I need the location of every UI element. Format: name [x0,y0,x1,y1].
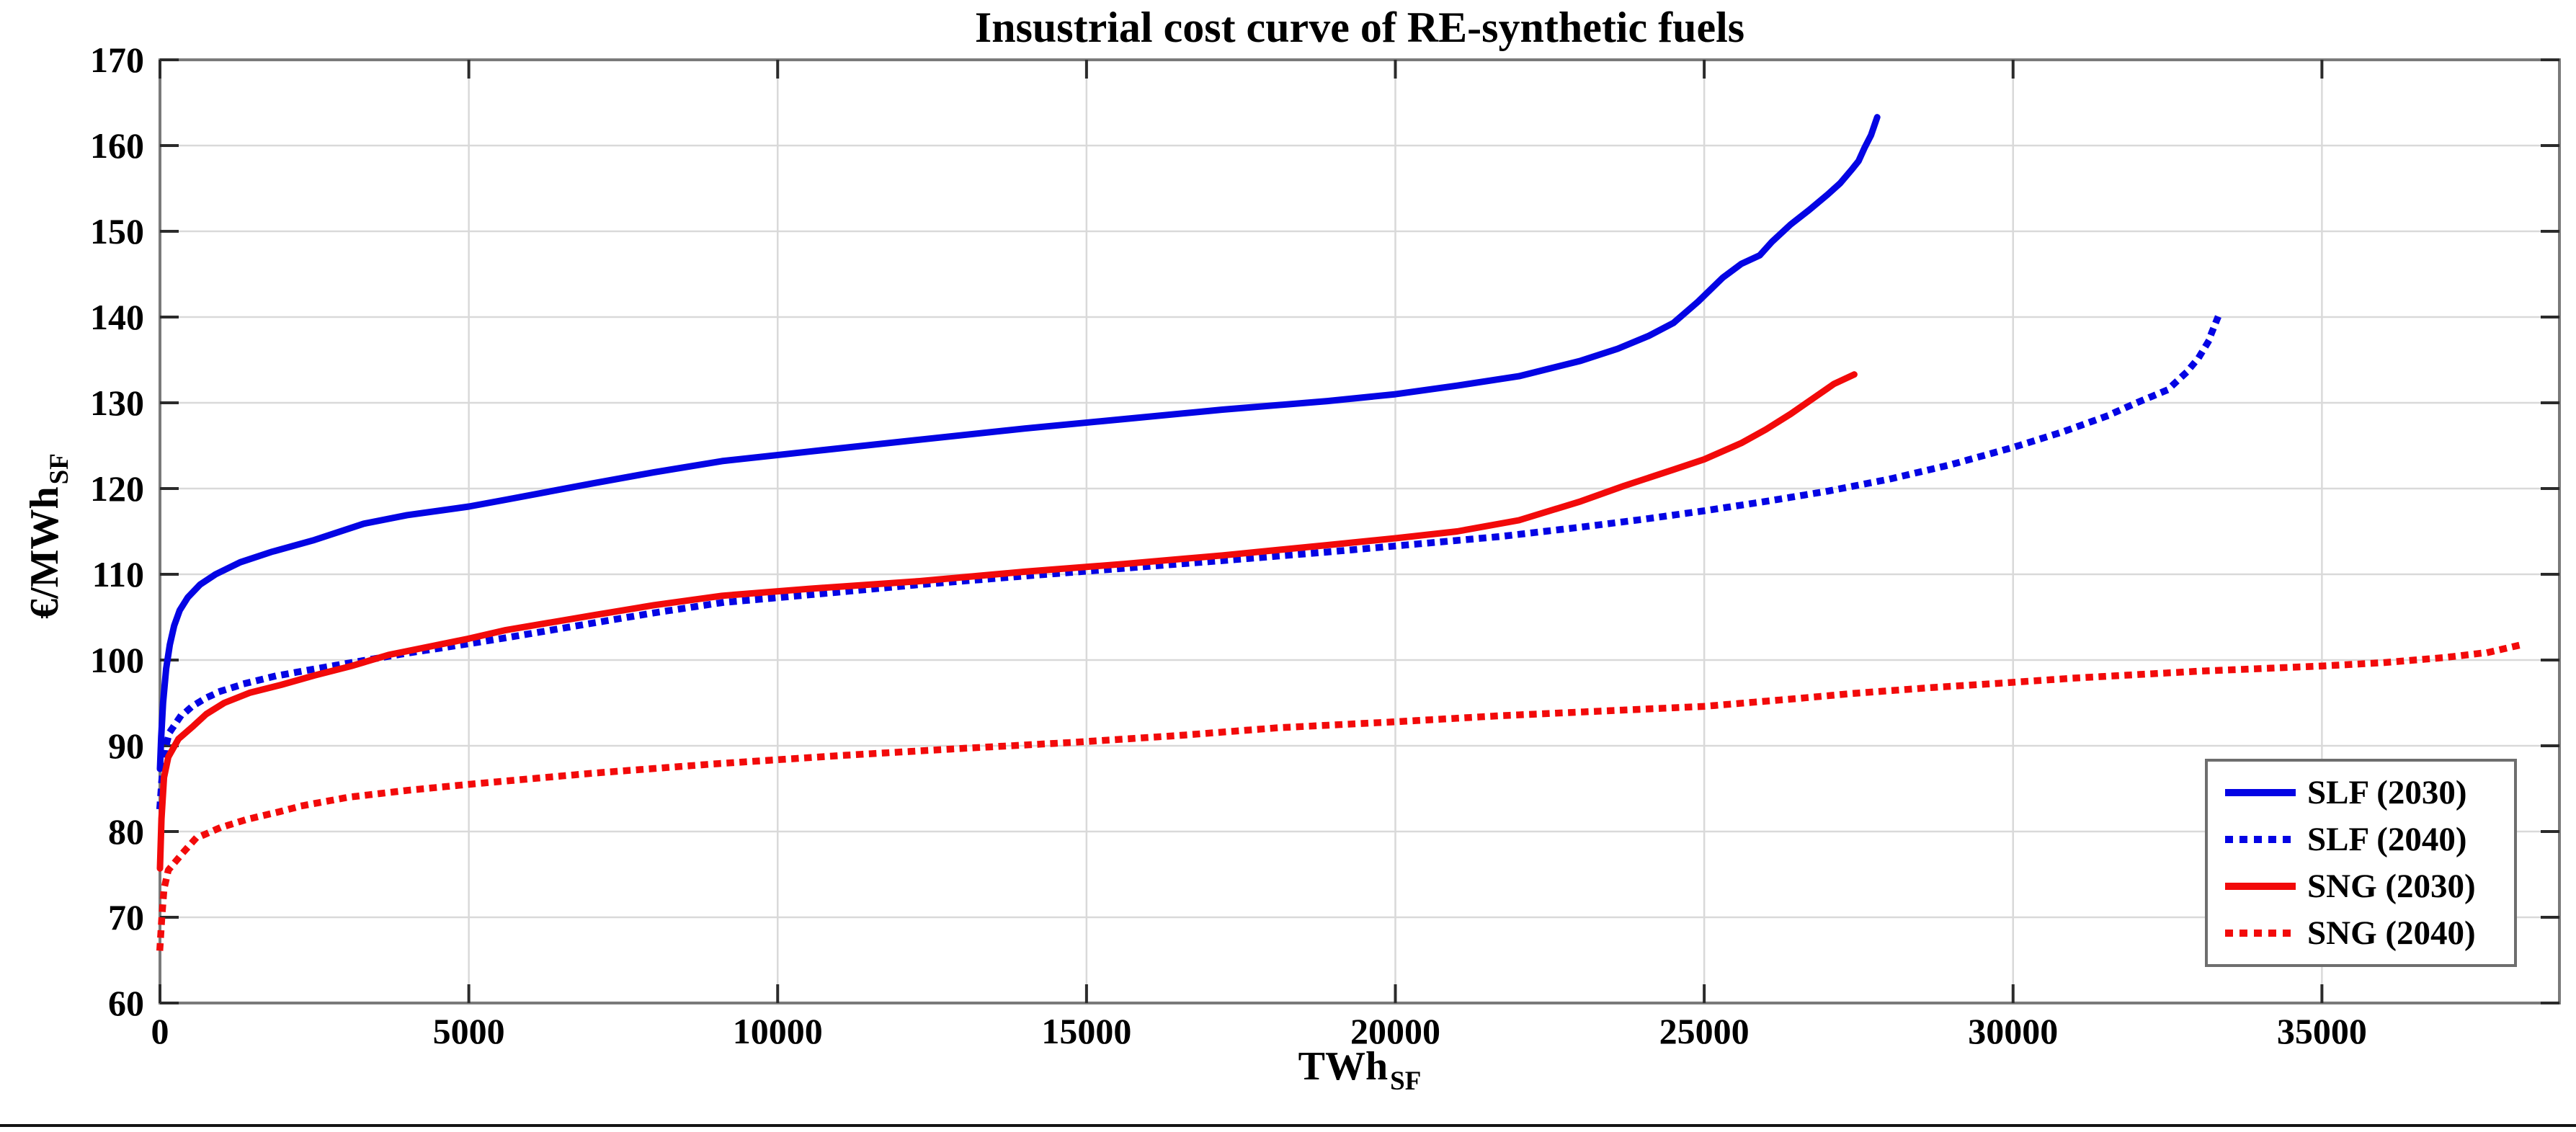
svg-text:130: 130 [90,383,144,423]
axis-box [159,58,2561,1004]
gridlines [159,58,2559,1004]
legend-item-slf-2040: SLF (2040) [2225,816,2514,863]
legend-swatch-dotted-red [2225,930,2296,937]
svg-text:0: 0 [151,1011,169,1051]
legend-swatch-solid-blue [2225,788,2296,796]
curve-SNG (2030) [156,371,1858,872]
svg-text:35000: 35000 [2277,1011,2367,1051]
legend-label: SLF (2040) [2307,820,2467,858]
svg-text:20000: 20000 [1350,1011,1440,1051]
svg-text:150: 150 [90,211,144,251]
legend-label: SNG (2030) [2307,868,2476,906]
curve-SNG (2040) [156,639,2530,951]
curve-SLF (2040) [156,315,2221,810]
svg-text:120: 120 [90,468,144,509]
curve-SLF (2030) [156,114,1881,772]
x-axis-label: TWhSF [160,1043,2559,1096]
svg-text:15000: 15000 [1041,1011,1131,1051]
legend-label: SLF (2030) [2307,773,2467,811]
x-axis-label-main: TWh [1298,1044,1389,1089]
svg-text:110: 110 [92,554,144,594]
svg-text:140: 140 [90,297,144,337]
svg-text:5000: 5000 [433,1011,505,1051]
chart-title: Insustrial cost curve of RE-synthetic fu… [974,4,1745,51]
legend-item-sng-2040: SNG (2040) [2225,910,2514,956]
svg-text:80: 80 [108,811,144,852]
tick-marks [159,58,2559,1004]
svg-text:90: 90 [108,726,144,766]
svg-text:100: 100 [90,640,144,680]
svg-text:70: 70 [108,897,144,937]
legend-item-slf-2030: SLF (2030) [2225,770,2514,816]
x-axis-label-subscript: SF [1390,1066,1422,1096]
tick-labels: 60 70 80 90 100 110 120 130 140 150 160 170 0 5000 100… [90,40,2367,1051]
series-curves [156,114,2530,951]
legend-swatch-dotted-blue [2225,835,2296,843]
svg-text:60: 60 [108,983,144,1023]
svg-text:10000: 10000 [733,1011,823,1051]
legend-swatch-solid-red [2225,883,2296,891]
svg-text:25000: 25000 [1659,1011,1750,1051]
legend-label: SNG (2040) [2307,914,2476,953]
svg-text:160: 160 [90,125,144,166]
page-bottom-rule [0,1124,2576,1127]
svg-text:170: 170 [90,40,144,80]
svg-text:30000: 30000 [1968,1011,2058,1051]
legend: SLF (2030) SLF (2040) SNG (2030) SNG (20… [2205,759,2517,967]
legend-item-sng-2030: SNG (2030) [2225,863,2514,909]
